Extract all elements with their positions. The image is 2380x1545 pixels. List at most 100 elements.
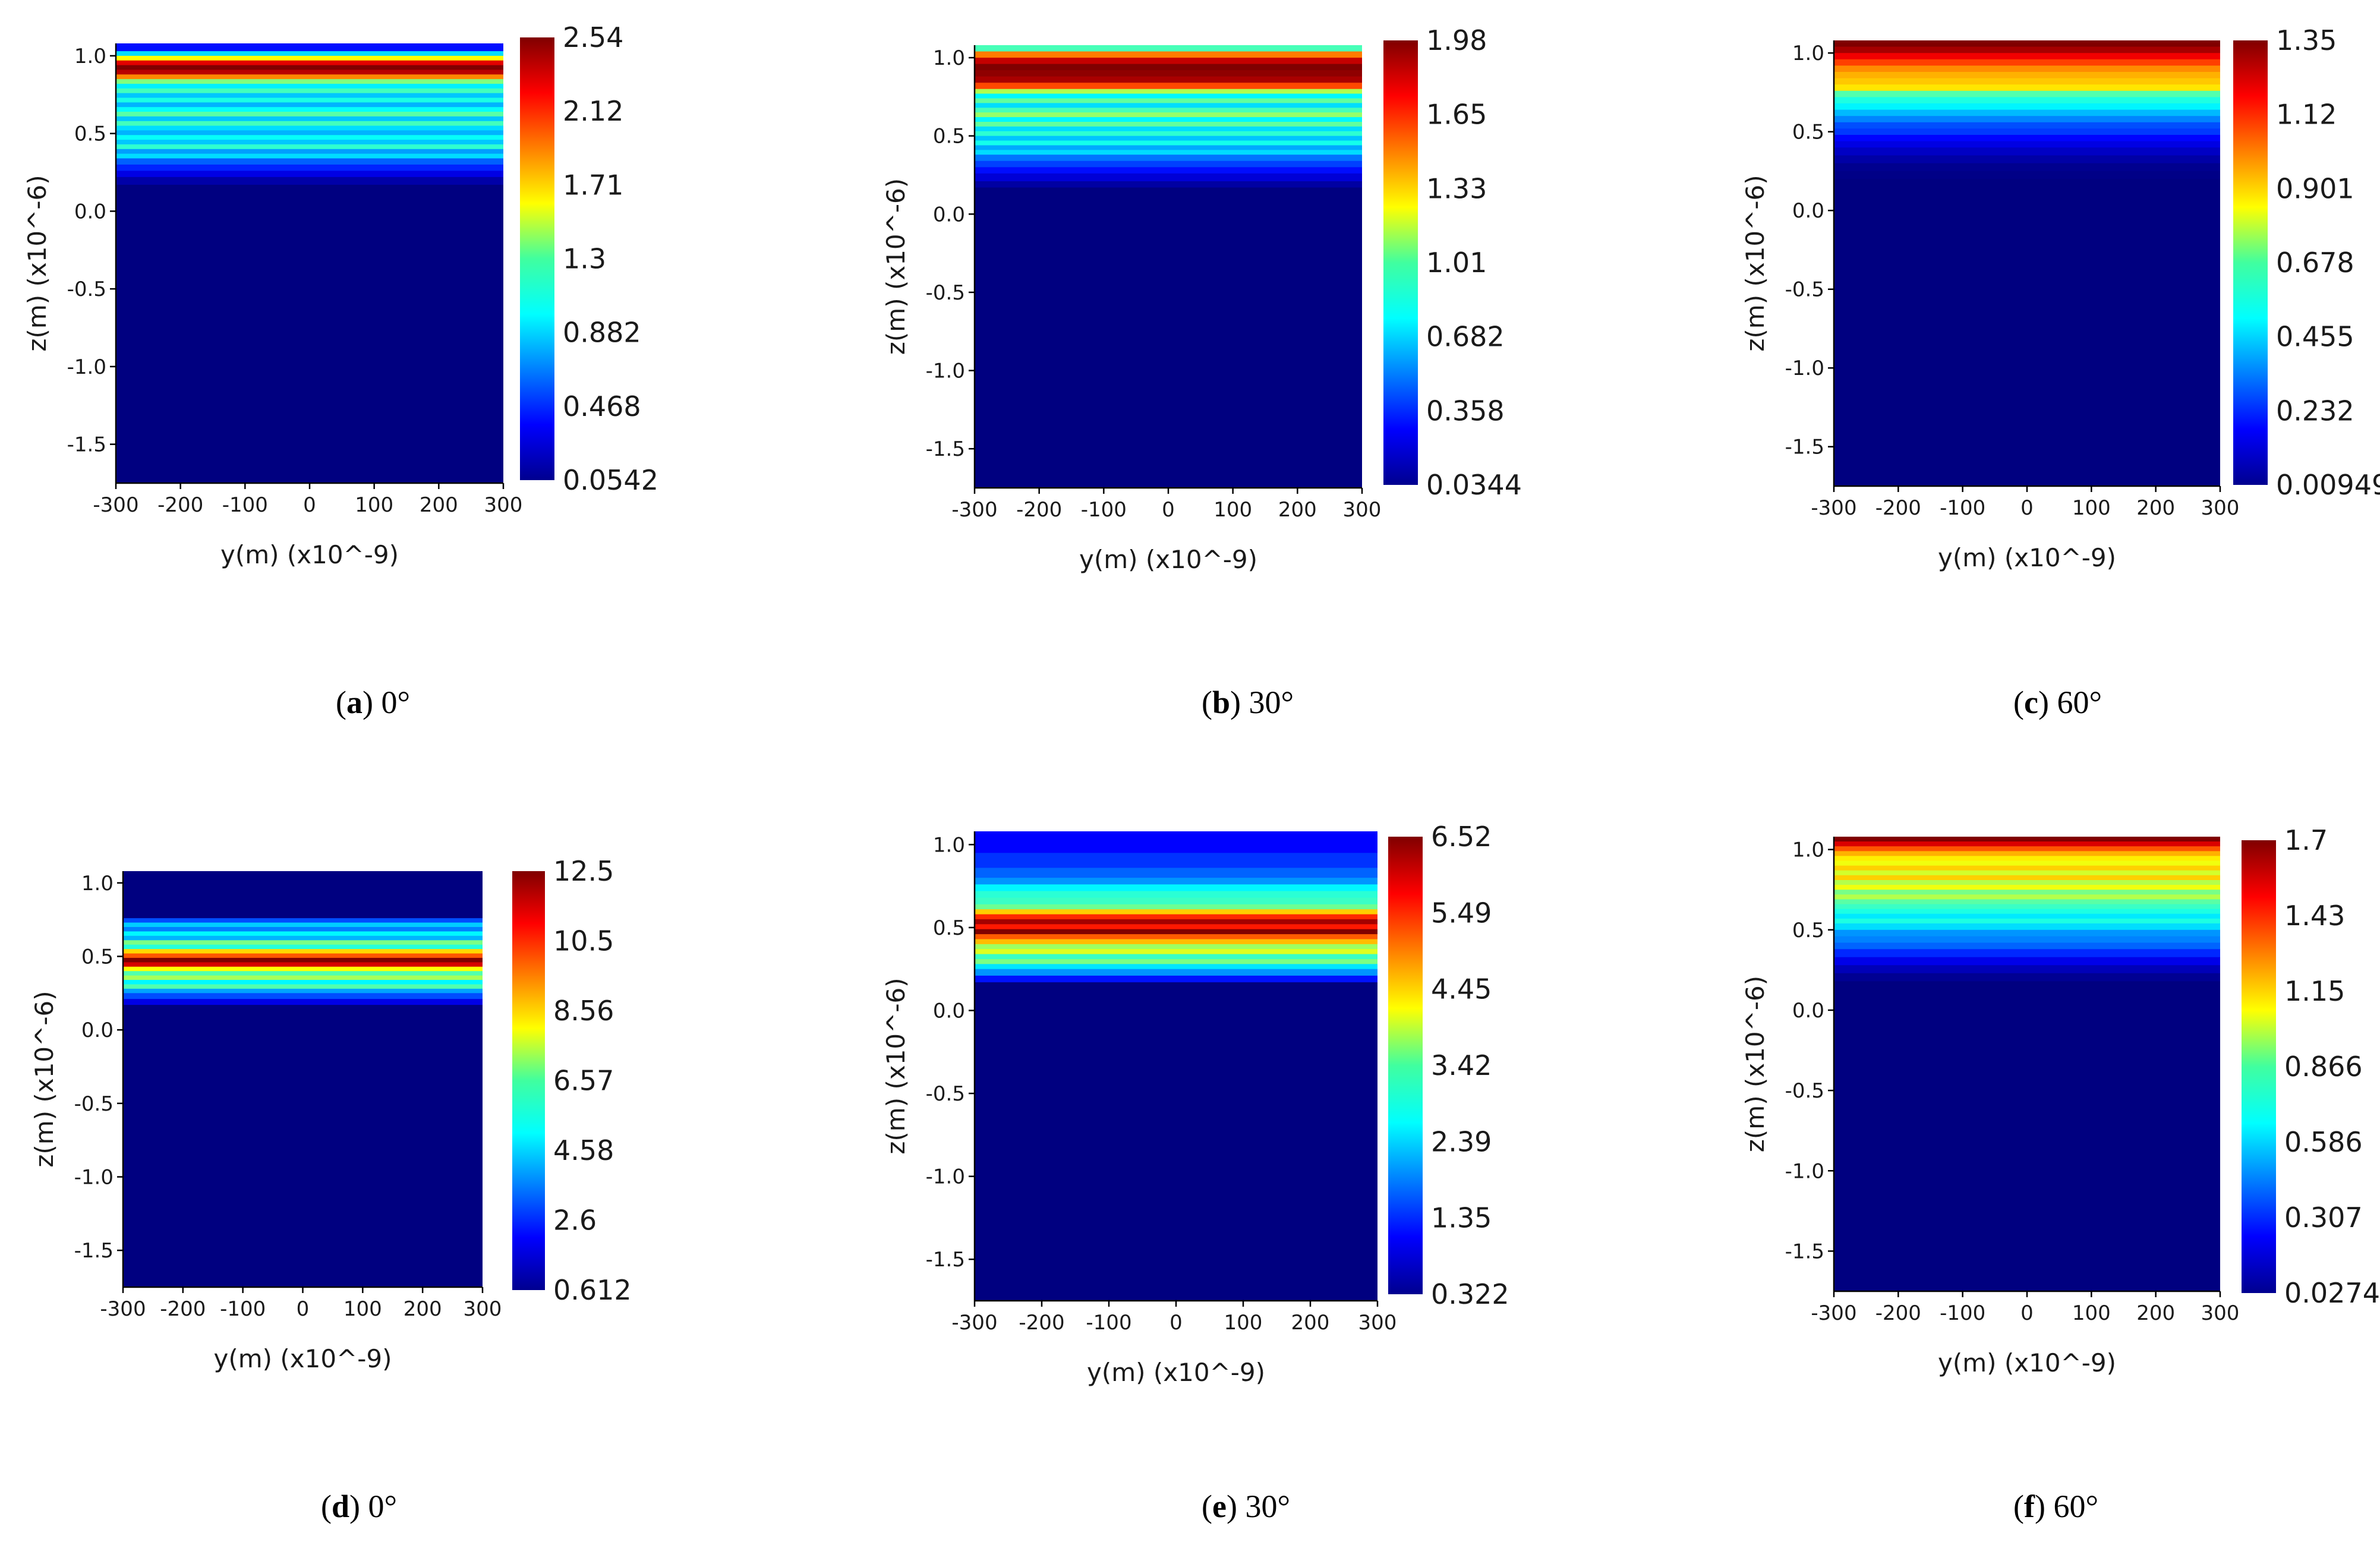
x-tick-label: 100 xyxy=(2072,496,2111,520)
x-tick-label: 300 xyxy=(464,1297,502,1321)
heatmap-band xyxy=(975,126,1362,132)
heatmap-band xyxy=(1834,894,2220,900)
x-tick-label: 300 xyxy=(2201,1301,2240,1325)
y-tick-label: 1.0 xyxy=(933,46,965,70)
y-tick-label: 1.0 xyxy=(933,833,965,857)
y-tick-label: 1.0 xyxy=(1792,838,1824,862)
heatmap-band xyxy=(123,918,483,923)
heatmap-band xyxy=(123,953,483,958)
y-tick-label: 0.0 xyxy=(1792,199,1824,223)
panel-caption: (d) 0° xyxy=(321,1489,397,1524)
y-tick-label: 0.0 xyxy=(933,203,965,226)
heatmap-band xyxy=(123,984,483,989)
heatmap-band xyxy=(123,962,483,967)
heatmap-band xyxy=(975,897,1377,905)
y-tick-label: 0.5 xyxy=(1792,919,1824,942)
colorbar-tick-label: 0.882 xyxy=(563,317,641,349)
colorbar-tick-label: 6.52 xyxy=(1431,821,1492,853)
heatmap-band xyxy=(1834,141,2220,148)
x-tick-label: 0 xyxy=(303,493,316,517)
colorbar xyxy=(2233,40,2268,485)
x-tick-label: -200 xyxy=(1875,496,1921,520)
y-tick-label: 0.5 xyxy=(1792,121,1824,144)
x-axis-label: y(m) (x10^-9) xyxy=(220,540,399,569)
y-tick-label: -1.5 xyxy=(74,1239,114,1263)
x-tick-label: 0 xyxy=(297,1297,310,1321)
heatmap-band xyxy=(1834,957,2220,966)
caption-letter: f xyxy=(2024,1489,2035,1524)
caption-open-paren: ( xyxy=(336,685,346,720)
caption-letter: a xyxy=(346,685,362,720)
heatmap-band xyxy=(975,145,1362,150)
heatmap-band xyxy=(975,121,1362,127)
heatmap-band xyxy=(116,125,503,131)
heatmap-band xyxy=(123,940,483,945)
heatmap-band xyxy=(123,1005,483,1288)
colorbar-tick-label: 0.678 xyxy=(2276,247,2354,279)
heatmap-band xyxy=(975,173,1362,182)
heatmap-band xyxy=(116,43,503,52)
heatmap-band xyxy=(1834,846,2220,852)
caption-letter: d xyxy=(332,1489,349,1524)
heatmap-band xyxy=(975,944,1377,950)
y-tick-label: -1.0 xyxy=(74,1165,114,1189)
x-tick-label: -100 xyxy=(220,1297,266,1321)
heatmap-band xyxy=(116,140,503,145)
x-tick-label: 0 xyxy=(1169,1311,1183,1335)
chart-panel-b: -300 -200 -100 0 100 200 300 1.0 0.5 0.0 -0.5 -1.0 -… xyxy=(881,24,1522,720)
heatmap-band xyxy=(1834,135,2220,142)
heatmap-band xyxy=(1834,116,2220,123)
x-tick-label: 200 xyxy=(420,493,458,517)
panel-caption: (b) 30° xyxy=(1202,685,1294,720)
caption-close-paren: ) xyxy=(349,1489,360,1524)
heatmap-band xyxy=(975,919,1377,925)
heatmap-band xyxy=(1834,72,2220,79)
colorbar-tick-label: 1.43 xyxy=(2284,900,2345,932)
y-tick-label: -0.5 xyxy=(1785,1079,1824,1103)
heatmap-band xyxy=(1834,981,2220,1292)
heatmap-band xyxy=(123,957,483,963)
colorbar-tick-label: 1.35 xyxy=(1431,1202,1492,1234)
heatmap-band xyxy=(975,45,1362,52)
panel-caption: (c) 60° xyxy=(2013,685,2102,720)
heatmap-band xyxy=(975,70,1362,77)
caption-open-paren: ( xyxy=(1202,1489,1212,1524)
y-tick-label: 0.0 xyxy=(1792,999,1824,1023)
colorbar-tick-label: 1.35 xyxy=(2276,24,2337,56)
heatmap-band xyxy=(116,97,503,103)
heatmap-band xyxy=(116,121,503,127)
heatmap-band xyxy=(975,181,1362,188)
heatmap-band xyxy=(975,909,1377,915)
heatmap-band xyxy=(1834,879,2220,885)
y-tick-label: -1.5 xyxy=(1785,436,1824,459)
y-tick-label: 0.0 xyxy=(81,1019,114,1042)
heatmap-band xyxy=(975,108,1362,113)
y-tick-label: -1.5 xyxy=(926,437,965,461)
heatmap-band xyxy=(1834,171,2220,179)
y-tick-label: -1.5 xyxy=(67,433,106,457)
heatmap-band xyxy=(975,939,1377,945)
caption-angle: 60° xyxy=(2049,685,2102,720)
heatmap-band xyxy=(1834,841,2220,847)
x-tick-label: 200 xyxy=(2136,496,2175,520)
y-axis-label: z(m) (x10^-6) xyxy=(881,978,910,1154)
x-axis-label: y(m) (x10^-9) xyxy=(1079,545,1257,574)
heatmap-band xyxy=(975,853,1377,869)
caption-letter: e xyxy=(1212,1489,1227,1524)
heatmap-band xyxy=(975,83,1362,90)
heatmap-band xyxy=(1834,923,2220,931)
heatmap-band xyxy=(975,117,1362,122)
colorbar-tick-label: 0.612 xyxy=(553,1274,632,1306)
heatmap-band xyxy=(1834,128,2220,135)
x-tick-label: -200 xyxy=(160,1297,206,1321)
heatmap-band xyxy=(116,70,503,75)
heatmap-band xyxy=(116,130,503,135)
heatmap-band xyxy=(123,949,483,954)
colorbar xyxy=(1383,40,1418,485)
heatmap-band xyxy=(116,116,503,122)
heatmap-band xyxy=(123,912,483,919)
heatmap-band xyxy=(116,79,503,84)
heatmap-band xyxy=(1834,913,2220,919)
heatmap-band xyxy=(975,949,1377,955)
colorbar-tick-label: 1.3 xyxy=(563,243,606,275)
